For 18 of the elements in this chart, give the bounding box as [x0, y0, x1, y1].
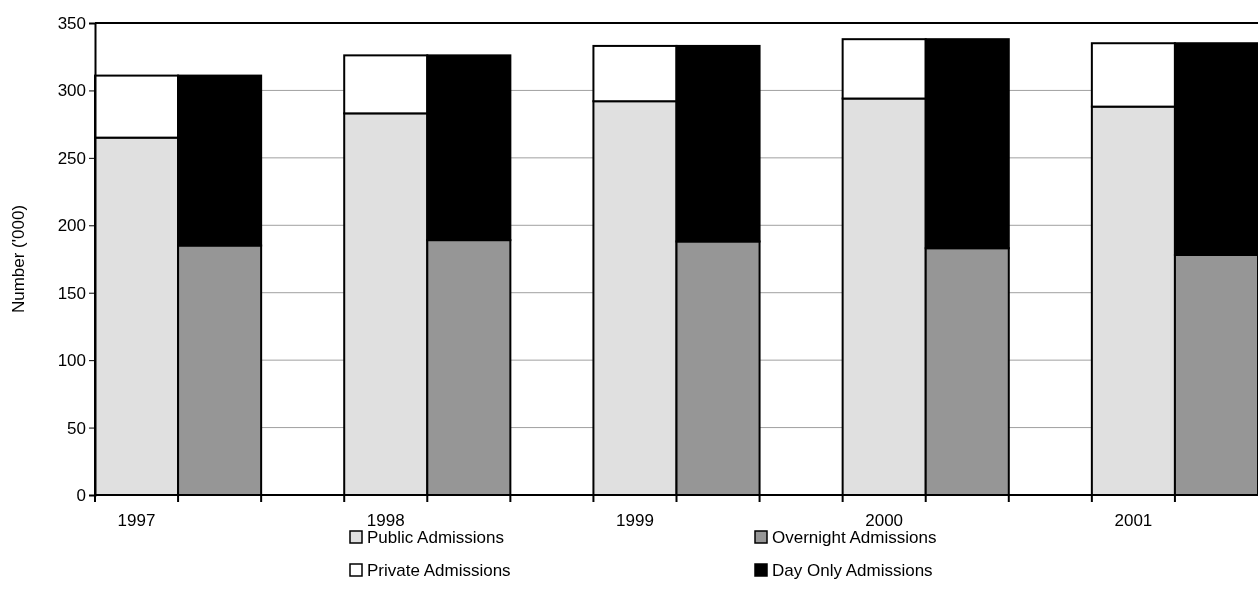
x-tick-label: 1999 — [616, 511, 654, 530]
y-tick-label: 100 — [57, 351, 86, 371]
legend-label: Public Admissions — [367, 528, 505, 547]
y-tick-label: 350 — [57, 13, 86, 33]
x-tick-label: 1998 — [366, 511, 405, 530]
y-tick-label: 250 — [57, 148, 86, 168]
y-tick-label: 0 — [76, 485, 86, 505]
y-tick-label: 150 — [57, 283, 86, 303]
y-tick-label: 300 — [57, 81, 86, 101]
legend-label: Day Only Admissions — [772, 561, 933, 580]
legend-label: Overnight Admissions — [772, 528, 937, 547]
x-tick-label: 2000 — [865, 511, 904, 530]
y-tick-label: 50 — [67, 418, 86, 438]
x-tick-label: 2001 — [1114, 511, 1153, 530]
x-tick-label: 1997 — [117, 511, 156, 530]
y-axis-title: Number ('000) — [9, 204, 28, 314]
legend-label: Private Admissions — [367, 561, 511, 580]
y-tick-label: 200 — [57, 216, 86, 236]
